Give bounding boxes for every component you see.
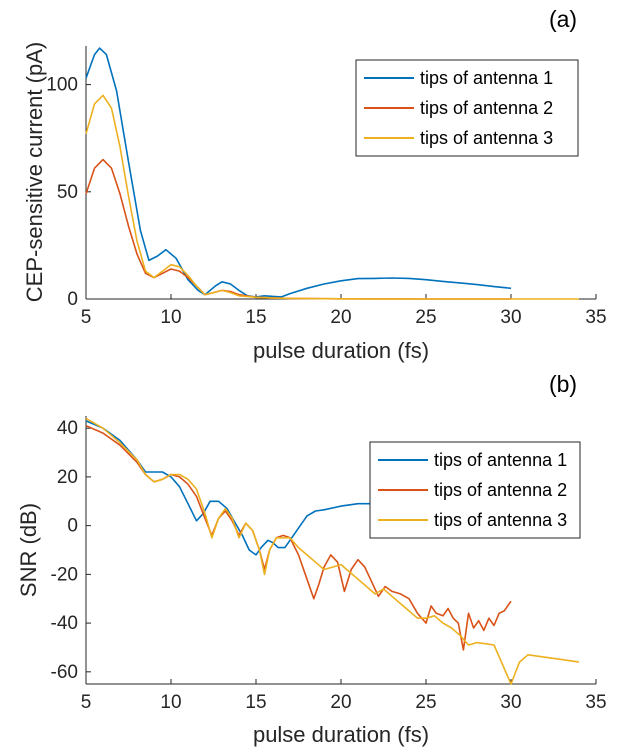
series-line-antenna-3: [85, 94, 579, 300]
x-tick-label: 5: [81, 692, 92, 713]
legend-entry-label: tips of antenna 3: [434, 510, 567, 530]
x-tick-label: 20: [330, 692, 351, 713]
panel-label-b: (b): [549, 371, 577, 397]
x-tick-label: 15: [245, 692, 266, 713]
y-axis-label-b: SNR (dB): [16, 503, 41, 597]
y-tick-label: 0: [67, 289, 78, 310]
legend-a: tips of antenna 1 tips of antenna 2 tips o…: [355, 59, 579, 157]
y-axis-label-a: CEP-sensitive current (pA): [22, 42, 47, 302]
x-tick-label: 30: [500, 692, 521, 713]
x-axis-label-b: pulse duration (fs): [253, 722, 429, 747]
y-tick-label: 20: [57, 467, 78, 488]
y-tick-label: -40: [51, 613, 78, 634]
x-tick-label: 35: [585, 307, 606, 328]
series-line-antenna-3: [85, 417, 580, 685]
axes-b: 5 10 15 20 25 30 35 -60 -40 -20 0 20 40: [51, 416, 607, 713]
y-tick-label: 50: [57, 182, 78, 203]
x-tick-label: 25: [415, 307, 436, 328]
x-tick-label: 10: [160, 692, 181, 713]
panel-a: (a) 5 10 15 20 25 30 35 0 50 100 pulse duration (…: [22, 6, 607, 363]
series-a: [85, 47, 579, 300]
x-tick-label: 30: [500, 307, 521, 328]
panel-b: (b) 5 10 15 20 25 30 35 -60 -40 -20 0 20 40 pulse du…: [16, 371, 607, 747]
legend-b: tips of antenna 1 tips of antenna 2 tips o…: [369, 441, 581, 539]
x-axis-label-a: pulse duration (fs): [253, 338, 429, 363]
x-tick-label: 35: [585, 692, 606, 713]
y-tick-label: -20: [51, 564, 78, 585]
legend-entry-label: tips of antenna 2: [434, 480, 567, 500]
panel-label-a: (a): [549, 6, 577, 32]
x-tick-label: 20: [330, 307, 351, 328]
legend-entry-label: tips of antenna 1: [420, 68, 553, 88]
legend-entry-label: tips of antenna 3: [420, 128, 553, 148]
y-tick-label: -60: [51, 662, 78, 683]
legend-entry-label: tips of antenna 1: [434, 450, 567, 470]
x-tick-label: 25: [415, 692, 436, 713]
axes-a: 5 10 15 20 25 30 35 0 50 100: [46, 46, 607, 328]
series-line-antenna-2: [85, 424, 512, 651]
y-tick-label: 0: [67, 516, 78, 537]
y-tick-label: 40: [57, 418, 78, 439]
legend-entry-label: tips of antenna 2: [420, 98, 553, 118]
x-tick-label: 15: [245, 307, 266, 328]
x-tick-label: 10: [160, 307, 181, 328]
y-tick-label: 100: [46, 75, 78, 96]
x-tick-label: 5: [81, 307, 92, 328]
